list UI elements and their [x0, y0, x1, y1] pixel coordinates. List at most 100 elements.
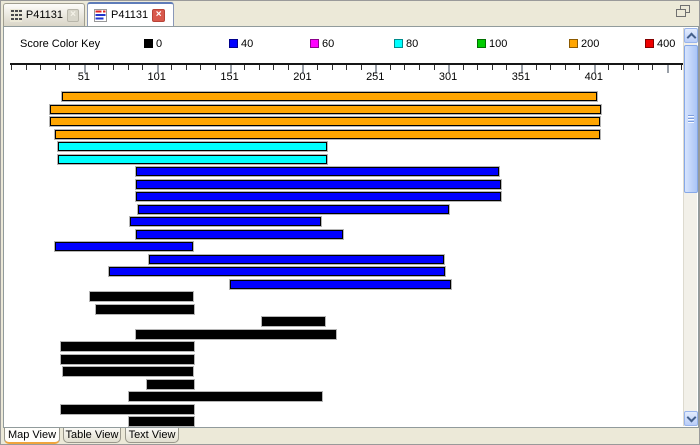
- float-window-icon[interactable]: [676, 5, 690, 18]
- hit-bar[interactable]: [146, 379, 195, 390]
- hit-bar[interactable]: [135, 179, 502, 190]
- hit-bar[interactable]: [60, 341, 195, 352]
- tab-close-icon[interactable]: ×: [152, 8, 166, 22]
- scrollbar-thumb[interactable]: [684, 45, 698, 193]
- hit-map-icon: [94, 8, 107, 22]
- ruler-tick-label: 351: [511, 71, 531, 83]
- score-color-swatch: [310, 39, 319, 48]
- tab-label: Map View: [7, 429, 57, 441]
- hit-bar[interactable]: [148, 254, 445, 265]
- hit-bar[interactable]: [61, 91, 598, 102]
- ruler-tick: [287, 65, 289, 70]
- hit-bar[interactable]: [60, 404, 195, 415]
- score-key-item: 60: [310, 37, 334, 50]
- ruler-tick: [433, 65, 435, 70]
- ruler-tick: [171, 65, 173, 70]
- score-key-label: 0: [156, 37, 163, 50]
- ruler-tick: [346, 65, 348, 70]
- hit-bar[interactable]: [54, 129, 601, 140]
- tab-text-view[interactable]: Text View: [125, 428, 179, 443]
- ruler-tick: [564, 65, 566, 70]
- ruler-tick: [69, 65, 71, 70]
- scrollbar-grip-icon: [688, 115, 694, 123]
- ruler-tick: [652, 65, 654, 70]
- ruler-tick-label: 401: [584, 71, 603, 83]
- tab-table-view[interactable]: Table View: [63, 428, 121, 443]
- document-tab-bar: P41131 × P41131 ×: [1, 1, 699, 26]
- score-key-label: 400: [657, 37, 676, 50]
- hit-bar[interactable]: [128, 391, 323, 402]
- score-key-item: 100: [477, 37, 507, 50]
- score-key-item: 0: [144, 37, 162, 50]
- ruler-tick: [54, 65, 56, 70]
- ruler-tick-label: 51: [77, 71, 90, 83]
- hit-bar[interactable]: [49, 116, 601, 127]
- ruler-tick: [302, 65, 305, 73]
- ruler-tick: [637, 65, 639, 70]
- ruler-tick: [520, 65, 523, 73]
- ruler-tick: [185, 65, 187, 70]
- hit-bar[interactable]: [49, 104, 602, 115]
- ruler-tick: [404, 65, 406, 70]
- hit-bar[interactable]: [135, 166, 500, 177]
- view-tab-bar: Map View Table View Text View: [1, 428, 699, 444]
- ruler-tick-label: 301: [438, 71, 458, 83]
- hit-bar[interactable]: [89, 291, 194, 302]
- hit-bar[interactable]: [137, 204, 450, 215]
- ruler-tick: [448, 65, 451, 73]
- hit-bar[interactable]: [95, 304, 195, 315]
- hit-bar[interactable]: [128, 416, 195, 427]
- document-tab-label: P41131: [25, 9, 63, 21]
- ruler-tick: [535, 65, 537, 70]
- document-tab-p41131-1[interactable]: P41131 ×: [3, 3, 85, 26]
- sequence-ruler: [10, 63, 686, 65]
- ruler-tick-label: 251: [366, 71, 385, 83]
- score-color-swatch: [229, 39, 238, 48]
- hit-bar[interactable]: [57, 154, 328, 165]
- tab-map-view[interactable]: Map View: [4, 428, 60, 444]
- hit-bar[interactable]: [229, 279, 452, 290]
- ruler-tick: [462, 65, 464, 70]
- ruler-tick: [579, 65, 581, 70]
- scroll-up-button[interactable]: [684, 28, 698, 43]
- chevron-down-icon: [686, 412, 696, 423]
- ruler-tick: [316, 65, 318, 70]
- hit-bar[interactable]: [57, 141, 328, 152]
- chevron-up-icon: [686, 32, 696, 42]
- ruler-tick: [622, 65, 624, 70]
- ruler-tick: [506, 65, 508, 70]
- hit-bar[interactable]: [135, 229, 344, 240]
- ruler-tick: [608, 65, 610, 70]
- ruler-tick: [25, 65, 27, 70]
- ruler-tick: [112, 65, 114, 70]
- hit-bar[interactable]: [129, 216, 322, 227]
- ruler-tick-label: 201: [293, 71, 312, 83]
- ruler-tick: [389, 65, 391, 70]
- ruler-tick: [418, 65, 420, 70]
- ruler-tick: [214, 65, 216, 70]
- ruler-tick: [156, 65, 159, 73]
- hit-bar[interactable]: [108, 266, 446, 277]
- hit-bar[interactable]: [135, 329, 337, 340]
- ruler-tick: [40, 65, 42, 70]
- tab-close-icon[interactable]: ×: [66, 8, 79, 22]
- ruler-tick-label: 101: [147, 71, 166, 83]
- score-key-label: 80: [406, 37, 419, 50]
- ruler-tick: [681, 65, 683, 70]
- ruler-tick: [200, 65, 202, 70]
- hit-bar[interactable]: [60, 354, 195, 365]
- ruler-tick: [142, 65, 144, 70]
- hit-bar[interactable]: [135, 191, 502, 202]
- tab-label: Table View: [65, 429, 119, 441]
- hit-bar[interactable]: [54, 241, 194, 252]
- score-color-swatch: [569, 39, 578, 48]
- vertical-scrollbar[interactable]: [683, 28, 698, 426]
- hit-bar[interactable]: [261, 316, 326, 327]
- scroll-down-button[interactable]: [684, 411, 698, 426]
- hit-bar[interactable]: [62, 366, 194, 377]
- ruler-tick: [83, 65, 86, 73]
- ruler-tick: [593, 65, 596, 73]
- ruler-tick: [98, 65, 100, 70]
- document-tab-p41131-2[interactable]: P41131 ×: [87, 2, 174, 26]
